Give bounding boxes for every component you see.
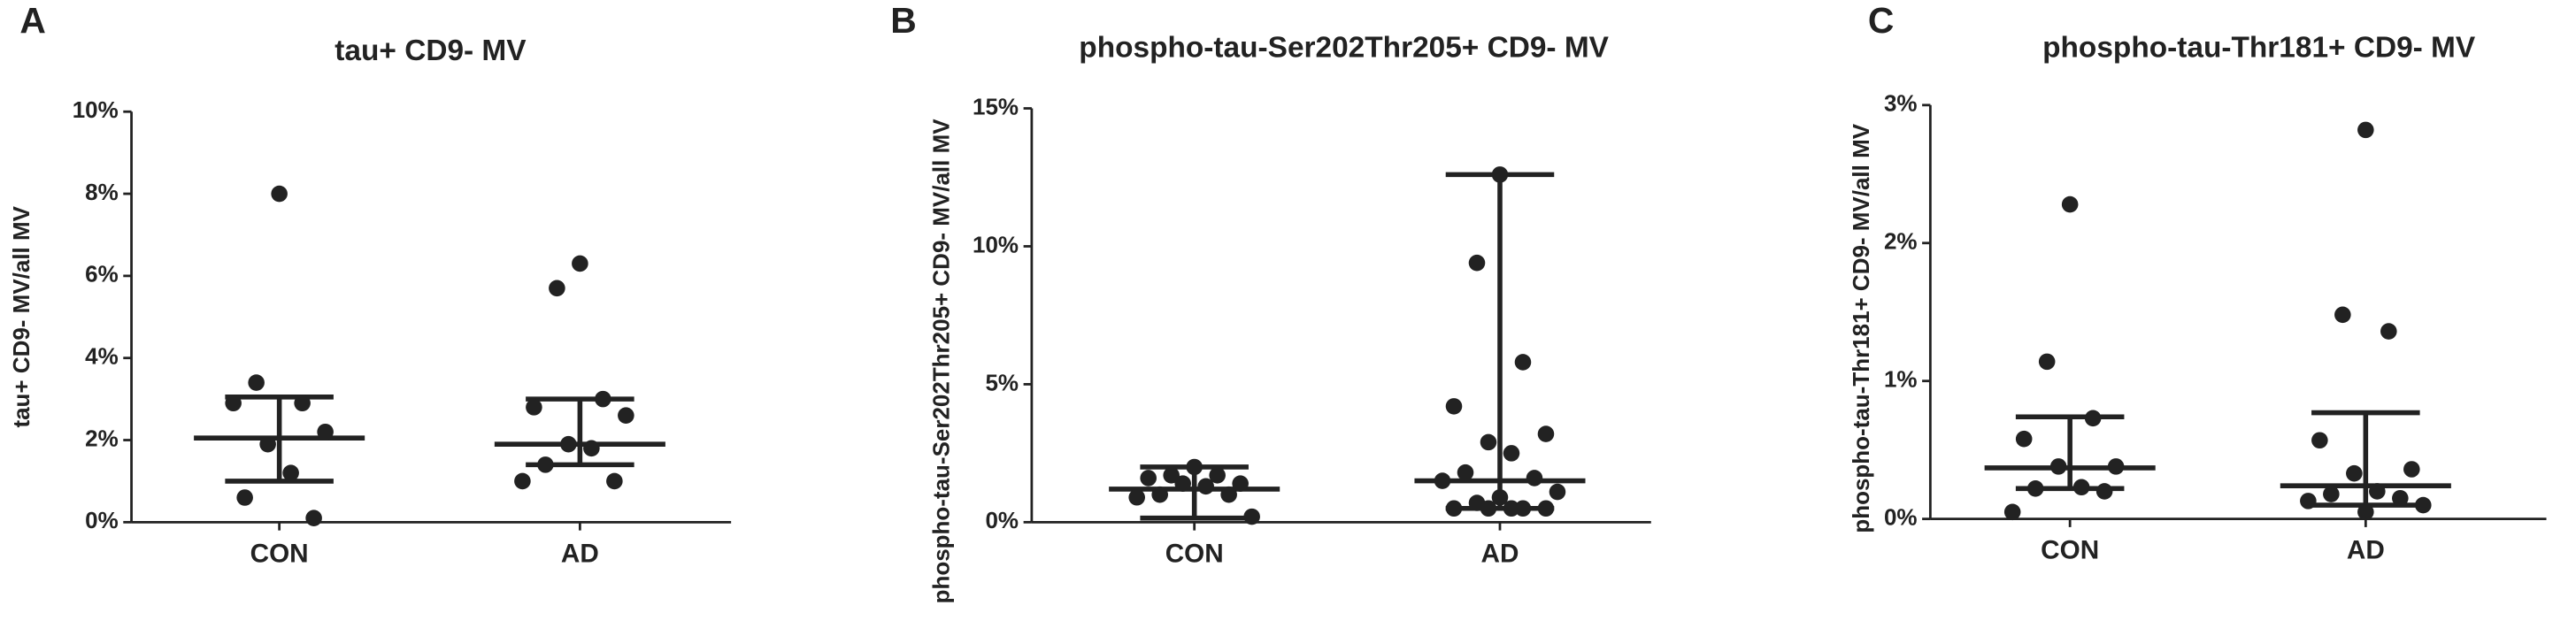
data-point: [248, 374, 265, 391]
y-tick-label: 3%: [1884, 90, 1918, 117]
data-point: [1220, 486, 1237, 503]
y-tick-label: 2%: [1884, 228, 1918, 255]
data-point: [2300, 493, 2317, 510]
data-point: [2026, 480, 2044, 497]
y-tick-label: 8%: [85, 179, 119, 205]
data-point: [1480, 433, 1497, 451]
data-point: [1549, 483, 1566, 501]
data-point: [1537, 500, 1555, 517]
data-point: [1491, 166, 1509, 183]
chart-title: phospho-tau-Ser202Thr205+ CD9- MV: [1079, 32, 1609, 65]
data-point: [1128, 488, 1145, 506]
data-point: [1232, 475, 1249, 492]
data-point: [2403, 461, 2420, 478]
x-tick-label: AD: [2347, 536, 2385, 565]
data-point: [2061, 195, 2079, 213]
y-tick-label: 10%: [73, 96, 119, 123]
data-point: [2311, 432, 2328, 449]
data-point: [2015, 430, 2033, 448]
data-point: [2084, 410, 2102, 427]
data-point: [1491, 488, 1509, 506]
data-point: [1514, 500, 1532, 517]
data-point: [271, 185, 288, 203]
chart-title: tau+ CD9- MV: [334, 34, 527, 67]
data-point: [1480, 500, 1497, 517]
data-point: [1174, 475, 1191, 492]
data-point: [1209, 467, 1226, 484]
data-point: [2392, 489, 2409, 507]
y-tick-label: 0%: [85, 507, 119, 533]
data-point: [259, 435, 276, 453]
data-point: [1243, 508, 1260, 525]
y-tick-label: 5%: [985, 369, 1019, 395]
data-point: [606, 472, 623, 490]
data-point: [1503, 500, 1520, 517]
data-point: [1503, 445, 1520, 462]
y-tick-label: 6%: [85, 261, 119, 287]
data-point: [2095, 483, 2113, 500]
data-point: [537, 456, 554, 473]
data-point: [2107, 458, 2125, 475]
x-tick-label: CON: [250, 539, 309, 568]
data-point: [2357, 121, 2374, 139]
y-axis-label: phospho-tau-Ser202Thr205+ CD9- MV/all MV: [928, 119, 955, 604]
data-point: [225, 395, 242, 412]
data-point: [1468, 254, 1486, 272]
data-point: [1445, 500, 1463, 517]
data-point: [595, 390, 611, 408]
panel-letter: C: [1868, 0, 1895, 41]
y-tick-label: 4%: [85, 343, 119, 370]
data-point: [560, 435, 577, 453]
data-point: [2038, 353, 2056, 371]
data-point: [1457, 464, 1474, 481]
data-point: [1151, 486, 1168, 503]
y-tick-label: 0%: [1884, 503, 1918, 530]
data-point: [2357, 503, 2374, 521]
data-point: [317, 423, 334, 441]
data-point: [514, 472, 531, 490]
data-point: [583, 440, 600, 457]
y-tick-label: 15%: [973, 93, 1019, 119]
x-tick-label: CON: [1165, 539, 1224, 568]
data-point: [1163, 467, 1180, 484]
data-point: [549, 280, 565, 297]
y-tick-label: 10%: [973, 231, 1019, 257]
data-point: [2003, 503, 2021, 521]
panel-letter: B: [890, 0, 917, 41]
y-tick-label: 2%: [85, 425, 119, 451]
y-tick-label: 0%: [985, 507, 1019, 533]
y-axis-label: tau+ CD9- MV/all MV: [8, 205, 35, 427]
panel-letter: A: [19, 0, 46, 41]
data-point: [1197, 478, 1214, 495]
data-point: [2323, 486, 2340, 502]
data-point: [1526, 470, 1543, 487]
data-point: [572, 255, 588, 272]
data-point: [2072, 479, 2090, 496]
data-point: [2049, 458, 2067, 475]
y-axis-label: phospho-tau-Thr181+ CD9- MV/all MV: [1848, 123, 1874, 533]
data-point: [2415, 496, 2432, 514]
data-point: [2334, 306, 2351, 324]
data-point: [1445, 398, 1463, 415]
chart-title: phospho-tau-Thr181+ CD9- MV: [2042, 32, 2476, 65]
data-point: [2380, 323, 2397, 340]
data-point: [236, 489, 253, 506]
data-point: [1140, 470, 1157, 487]
data-point: [526, 399, 542, 416]
data-point: [618, 407, 634, 424]
data-point: [1434, 472, 1451, 489]
data-point: [305, 510, 322, 526]
data-point: [294, 395, 311, 412]
x-tick-label: AD: [561, 539, 599, 568]
data-point: [282, 464, 299, 481]
x-tick-label: AD: [1481, 539, 1519, 568]
data-point: [1537, 425, 1555, 442]
x-tick-label: CON: [2041, 536, 2099, 565]
data-point: [1514, 354, 1532, 371]
y-tick-label: 1%: [1884, 366, 1918, 393]
data-point: [2346, 464, 2363, 482]
data-point: [1186, 458, 1203, 476]
data-point: [2369, 483, 2386, 500]
